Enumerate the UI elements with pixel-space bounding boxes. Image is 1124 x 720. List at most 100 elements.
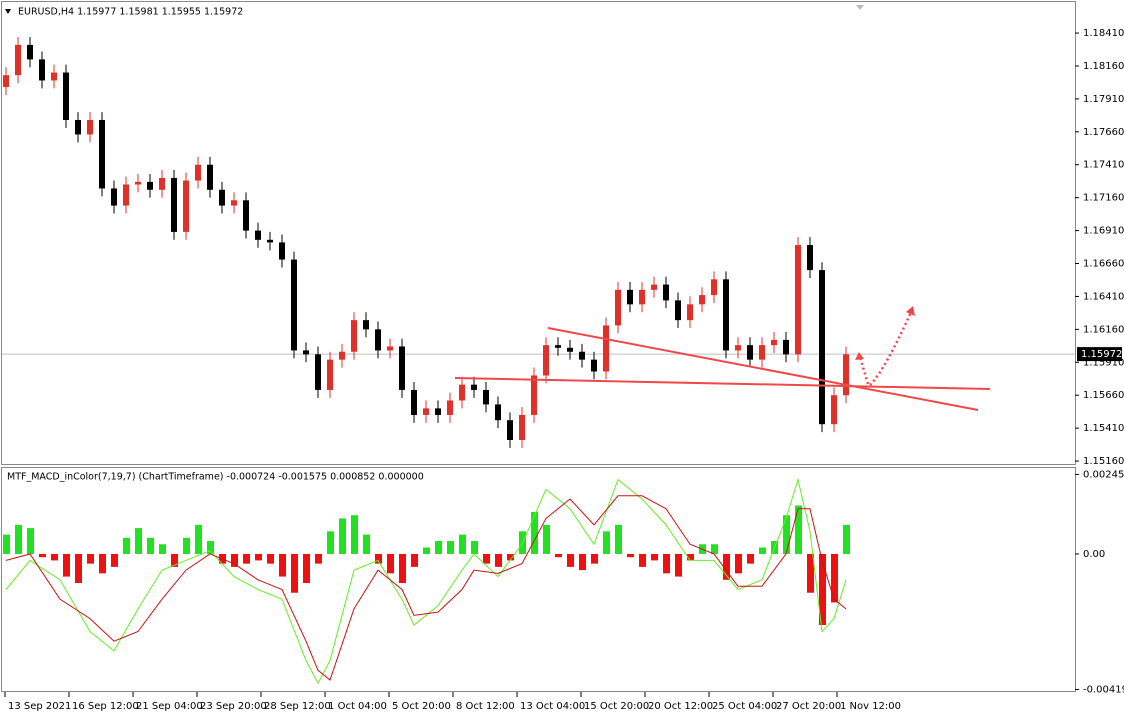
candle-body [231,200,237,206]
histogram-bar [135,528,142,554]
candle-body [87,119,93,135]
histogram-bar [603,531,610,554]
histogram-bar [507,553,514,561]
candle-body [639,289,645,305]
candle-body [159,177,165,190]
y-tick-label: 1.15660 [1083,390,1124,401]
histogram-bar [795,505,802,554]
histogram-bar [711,544,718,554]
histogram-bar [399,553,406,584]
histogram-bar [567,553,574,567]
histogram-bar [831,553,838,603]
candle-body [615,289,621,326]
histogram-bar [579,553,586,571]
y-tick-label: 1.18160 [1083,61,1124,72]
x-tick-label: 15 Oct 20:00 [584,701,649,712]
candle-body [219,189,225,206]
histogram-bar [75,553,82,584]
histogram-bar [447,541,454,554]
candle-body [351,320,357,352]
histogram-bar [471,541,478,554]
histogram-bar [819,553,826,626]
candle-body [387,346,393,351]
candle-body [195,164,201,181]
histogram-bar [3,534,10,554]
histogram-bar [363,534,370,554]
histogram-bar [615,524,622,554]
histogram-bar [315,553,322,564]
x-tick-label: 21 Sep 04:00 [136,701,203,712]
candle-body [591,359,597,372]
histogram-bar [39,553,46,558]
symbol-header: EURUSD,H4 1.15977 1.15981 1.15955 1.1597… [18,7,243,18]
histogram-bar [171,553,178,567]
x-tick-label: 5 Oct 20:00 [392,701,451,712]
histogram-bar [735,553,742,574]
candle-body [327,359,333,390]
histogram-bar [591,553,598,564]
histogram-bar [111,553,118,567]
candle-body [807,245,813,271]
candle-body [483,389,489,405]
candle-body [711,279,717,296]
candle-body [111,188,117,206]
histogram-bar [99,553,106,574]
candle-body [687,304,693,321]
histogram-bar [387,553,394,574]
forecast-arrow [869,309,914,386]
candle-body [15,44,21,76]
x-tick-label: 1 Oct 04:00 [328,701,387,712]
candle-body [339,351,345,360]
histogram-bar [195,524,202,554]
histogram-bar [351,515,358,554]
trend-line[interactable] [547,327,979,411]
y-tick-label: 0.002459 [1083,469,1124,480]
candle-body [255,230,261,240]
candle-body [207,164,213,190]
candle-body [651,284,657,290]
histogram-bar [243,553,250,564]
candle-body [531,375,537,415]
candle-body [795,245,801,355]
y-tick-label: 1.15410 [1083,423,1124,434]
candle-body [75,119,81,135]
histogram-bar [759,547,766,554]
histogram-bar [87,553,94,564]
menu-arrow[interactable] [5,9,11,14]
y-tick-label: 1.17660 [1083,127,1124,138]
candle-body [543,345,549,376]
x-tick-label: 23 Sep 20:00 [200,701,267,712]
candle-body [411,389,417,415]
histogram-bar [783,515,790,554]
candle-body [423,408,429,415]
histogram-bar [339,518,346,554]
histogram-bar [147,537,154,554]
histogram-bar [423,547,430,554]
trend-line[interactable] [454,377,991,390]
histogram-bar [159,544,166,554]
y-tick-label: 1.17160 [1083,193,1124,204]
candle-body [447,400,453,415]
candle-body [171,177,177,232]
histogram-bar [843,524,850,554]
histogram-bar [303,553,310,584]
histogram-bar [555,553,562,558]
candle-body [135,181,141,185]
y-tick-label: 1.15910 [1083,357,1124,368]
histogram-bar [747,553,754,564]
candle-body [783,339,789,355]
candle-body [435,408,441,415]
histogram-bar [531,511,538,554]
histogram-bar [15,524,22,554]
candle-body [759,345,765,360]
y-tick-label: 1.16910 [1083,226,1124,237]
candle-body [723,279,729,351]
x-tick-label: 28 Sep 12:00 [264,701,331,712]
candle-body [675,300,681,321]
histogram-bar [495,553,502,567]
candle-body [459,384,465,401]
candle-body [699,295,705,305]
candle-body [471,384,477,390]
histogram-bar [723,553,730,580]
x-tick-label: 8 Oct 12:00 [456,701,515,712]
